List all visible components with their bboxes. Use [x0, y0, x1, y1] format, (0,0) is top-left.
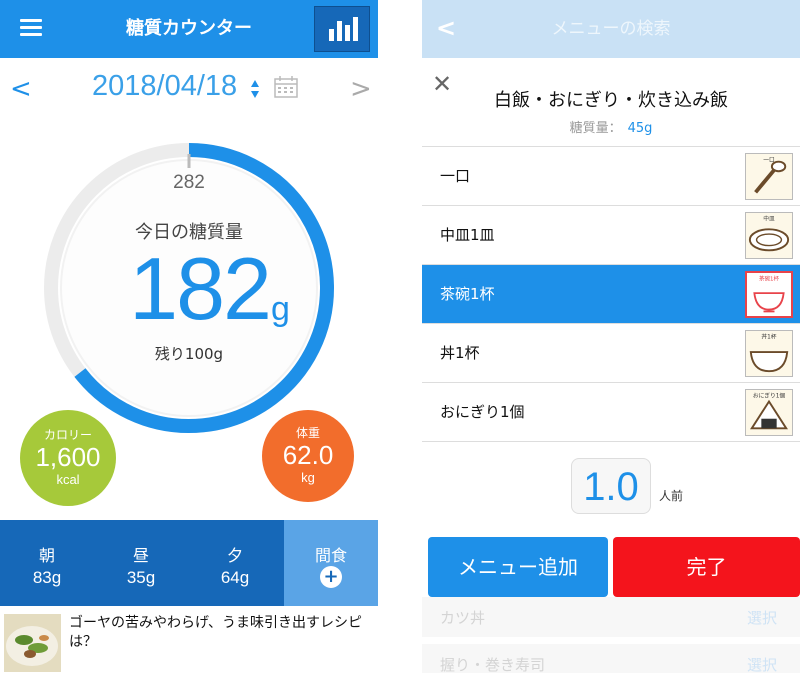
- meal-breakfast[interactable]: 朝 83g: [0, 520, 94, 606]
- meal-label: 間食: [314, 546, 347, 565]
- article-title: ゴーヤの苦みやわらげ、うま味引き出すレシピは？: [69, 615, 363, 650]
- divider: [422, 441, 800, 442]
- home-screen: 糖質カウンター < 2018/04/18: [0, 0, 378, 673]
- app-title: 糖質カウンター: [126, 18, 252, 39]
- portion-label: 中皿1皿: [440, 226, 495, 244]
- close-icon[interactable]: ✕: [432, 70, 453, 98]
- meal-value: 83g: [32, 568, 62, 587]
- background-row-select: 選択: [747, 656, 778, 673]
- top-bar: 糖質カウンター: [0, 0, 378, 58]
- plus-icon[interactable]: +: [320, 566, 342, 588]
- meal-value: 64g: [220, 568, 250, 587]
- icon-caption: おにぎり1個: [753, 392, 786, 400]
- calorie-bubble[interactable]: カロリー 1,600 kcal: [20, 410, 116, 506]
- calendar-icon[interactable]: [274, 76, 298, 98]
- carb-progress-ring: [44, 143, 334, 433]
- remaining-label: 残り100g: [154, 345, 224, 363]
- today-label: 今日の糖質量: [135, 222, 243, 243]
- portion-label: 丼1杯: [440, 344, 480, 362]
- background-row-label: カツ丼: [440, 609, 486, 627]
- quantity-unit: 人前: [659, 489, 684, 503]
- article-thumbnail: [4, 614, 61, 672]
- icon-caption: 茶碗1杯: [759, 274, 779, 282]
- food-name: 白飯・おにぎり・炊き込み飯: [494, 90, 728, 111]
- carb-unit: g: [271, 290, 290, 328]
- carb-consumed-value: 182: [129, 239, 272, 338]
- screen-title: メニューの検索: [551, 19, 671, 39]
- calorie-value: 1,600: [35, 442, 101, 472]
- search-header: < メニューの検索: [422, 0, 800, 58]
- weight-label: 体重: [295, 426, 320, 440]
- meal-label: 夕: [226, 546, 243, 565]
- article-link[interactable]: ゴーヤの苦みやわらげ、うま味引き出すレシピは？: [0, 606, 378, 673]
- portion-option[interactable]: 丼1杯 丼1杯: [422, 323, 800, 382]
- add-menu-button[interactable]: メニュー追加: [428, 537, 608, 597]
- portion-option[interactable]: 茶碗1杯 茶碗1杯: [422, 264, 800, 323]
- menu-search-screen: < メニューの検索 ✕ 白飯・おにぎり・炊き込み飯 糖質量： 45g 一口 一口 中皿…: [422, 0, 800, 673]
- portion-option[interactable]: おにぎり1個 おにぎり1個: [422, 382, 800, 441]
- portion-option[interactable]: 一口 一口: [422, 146, 800, 205]
- bar-chart-icon[interactable]: [314, 6, 370, 52]
- chevron-left-icon[interactable]: <: [10, 74, 32, 104]
- background-row-select: 選択: [747, 609, 778, 627]
- carb-info: 糖質量： 45g: [422, 117, 800, 136]
- portion-label: おにぎり1個: [440, 403, 525, 421]
- meal-label: 朝: [38, 546, 55, 565]
- spoon-icon: 一口: [745, 153, 793, 200]
- done-button[interactable]: 完了: [613, 537, 800, 597]
- icon-caption: 一口: [763, 157, 775, 164]
- progress-arc: [74, 143, 334, 433]
- icon-caption: 中皿: [763, 215, 775, 223]
- plate-icon: 中皿: [745, 212, 793, 259]
- weight-unit: kg: [301, 470, 315, 485]
- meal-snack[interactable]: 間食 +: [284, 520, 378, 606]
- portion-label: 一口: [440, 167, 471, 185]
- meal-label: 昼: [132, 546, 149, 565]
- donburi-icon: 丼1杯: [745, 330, 793, 377]
- date-bar: < 2018/04/18 >: [0, 58, 378, 120]
- weight-bubble[interactable]: 体重 62.0 kg: [262, 410, 354, 502]
- calorie-label: カロリー: [43, 428, 92, 442]
- back-icon[interactable]: <: [436, 14, 457, 42]
- date-stepper-icon[interactable]: [250, 78, 260, 100]
- background-row: 握り・巻き寿司 選択: [422, 644, 800, 673]
- date-label[interactable]: 2018/04/18: [92, 70, 238, 102]
- chevron-right-icon[interactable]: >: [350, 74, 372, 104]
- meal-value: 35g: [126, 568, 156, 587]
- icon-caption: 丼1杯: [761, 333, 776, 341]
- portion-option[interactable]: 中皿1皿 中皿: [422, 205, 800, 264]
- background-row-label: 握り・巻き寿司: [440, 656, 546, 673]
- weight-value: 62.0: [282, 440, 334, 470]
- onigiri-icon: おにぎり1個: [745, 389, 793, 436]
- portion-label: 茶碗1杯: [440, 285, 495, 303]
- meal-tabs: 朝 83g 昼 35g 夕 64g 間食 +: [0, 520, 378, 606]
- bowl-icon: 茶碗1杯: [745, 271, 793, 318]
- daily-limit-value: 282: [173, 172, 205, 193]
- menu-icon[interactable]: [20, 19, 42, 37]
- quantity-input[interactable]: 1.0: [571, 458, 651, 514]
- meal-lunch[interactable]: 昼 35g: [94, 520, 188, 606]
- carb-label: 糖質量：: [569, 121, 622, 136]
- background-row: カツ丼 選択: [422, 597, 800, 637]
- calorie-unit: kcal: [56, 472, 80, 487]
- meal-dinner[interactable]: 夕 64g: [188, 520, 282, 606]
- carb-value: 45g: [627, 121, 653, 136]
